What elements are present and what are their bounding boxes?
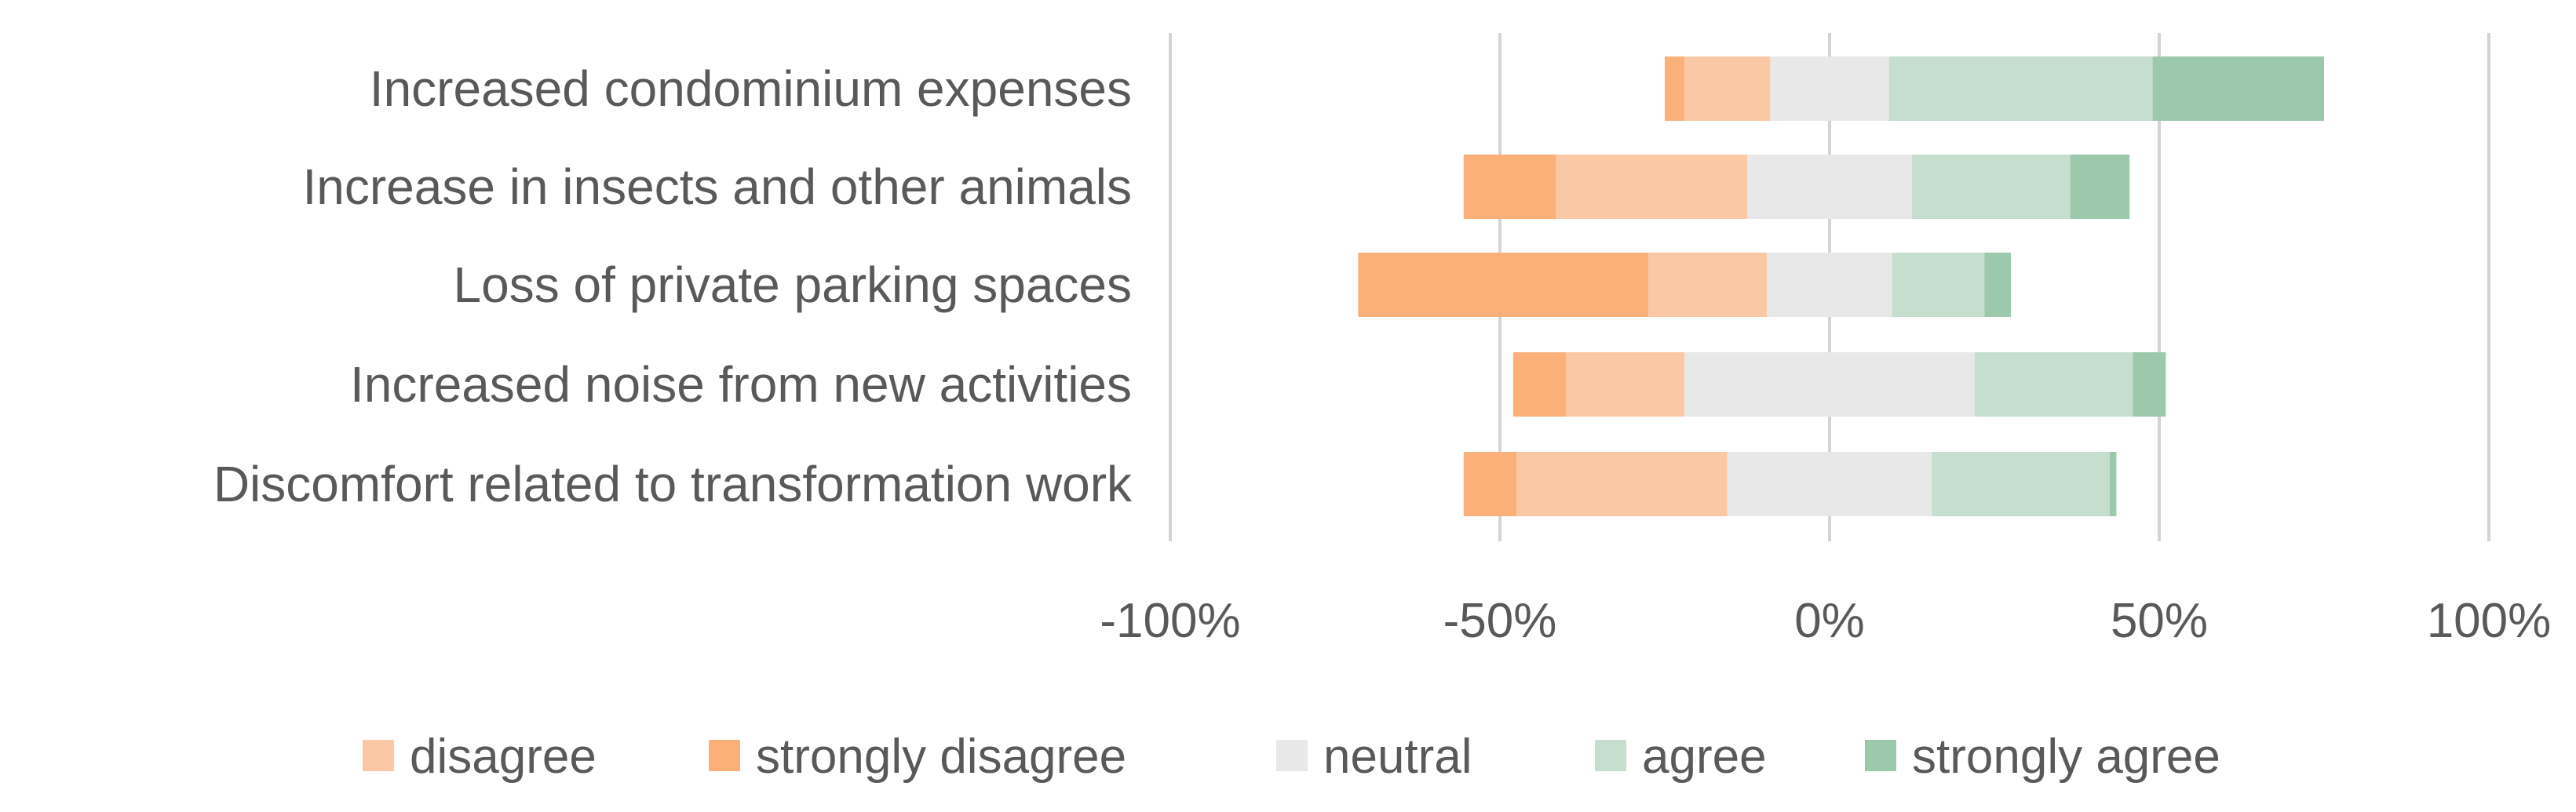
bar-disagree-4 xyxy=(1566,352,1685,417)
category-label: Increased condominium expenses xyxy=(370,60,1132,117)
bar-agree-5 xyxy=(1932,452,2110,516)
bar-agree-3 xyxy=(1892,253,1985,317)
legend-label: neutral xyxy=(1323,730,1472,784)
category-label: Loss of private parking spaces xyxy=(454,257,1132,313)
legend-swatch xyxy=(1276,740,1308,771)
bar-strongly-disagree-3 xyxy=(1358,253,1648,317)
bar-strongly-agree-2 xyxy=(2070,155,2130,219)
x-tick-label: 50% xyxy=(2111,594,2208,648)
bar-disagree-1 xyxy=(1684,56,1771,121)
legend-item-strongly-disagree: strongly disagree xyxy=(709,730,1126,784)
bars xyxy=(1358,56,2324,516)
legend-swatch xyxy=(709,740,740,771)
legend: disagree strongly disagree neutral agree str… xyxy=(363,730,2220,784)
category-labels: Increased condominium expenses Increase i… xyxy=(213,60,1133,512)
bar-neutral-5 xyxy=(1727,452,1932,516)
bar-strongly-disagree-4 xyxy=(1512,352,1566,417)
category-label: Discomfort related to transformation wor… xyxy=(213,456,1133,512)
legend-swatch xyxy=(363,740,394,771)
bar-neutral-1 xyxy=(1770,56,1889,121)
bar-strongly-agree-4 xyxy=(2133,352,2166,417)
legend-swatch xyxy=(1865,740,1896,771)
bar-neutral-2 xyxy=(1747,155,1912,219)
bar-strongly-disagree-5 xyxy=(1463,452,1516,516)
bar-agree-2 xyxy=(1912,155,2071,219)
x-tick-label: -50% xyxy=(1443,594,1557,648)
legend-label: strongly agree xyxy=(1912,730,2220,784)
bar-disagree-3 xyxy=(1648,253,1768,317)
bar-strongly-agree-1 xyxy=(2152,56,2324,121)
legend-item-strongly-agree: strongly agree xyxy=(1865,730,2220,784)
bar-agree-4 xyxy=(1974,352,2133,417)
x-tick-label: 100% xyxy=(2427,594,2552,648)
legend-label: agree xyxy=(1642,730,1767,784)
legend-item-agree: agree xyxy=(1595,730,1767,784)
bar-disagree-5 xyxy=(1516,452,1728,516)
bar-neutral-4 xyxy=(1684,352,1975,417)
x-axis-tick-labels: -100% -50% 0% 50% 100% xyxy=(1100,594,2551,648)
bar-strongly-disagree-2 xyxy=(1463,155,1556,219)
legend-label: disagree xyxy=(410,730,597,784)
legend-item-disagree: disagree xyxy=(363,730,597,784)
bar-strongly-agree-3 xyxy=(1984,253,2011,317)
x-tick-label: -100% xyxy=(1100,594,1240,648)
bar-neutral-3 xyxy=(1767,253,1892,317)
bar-strongly-agree-5 xyxy=(2110,452,2117,516)
bar-agree-1 xyxy=(1888,56,2153,121)
bar-strongly-disagree-1 xyxy=(1665,56,1685,121)
category-label: Increase in insects and other animals xyxy=(302,158,1132,215)
legend-label: strongly disagree xyxy=(756,730,1126,784)
category-label: Increased noise from new activities xyxy=(350,356,1132,413)
legend-item-neutral: neutral xyxy=(1276,730,1472,784)
bar-disagree-2 xyxy=(1556,155,1747,219)
legend-swatch xyxy=(1595,740,1626,771)
x-tick-label: 0% xyxy=(1794,594,1865,648)
